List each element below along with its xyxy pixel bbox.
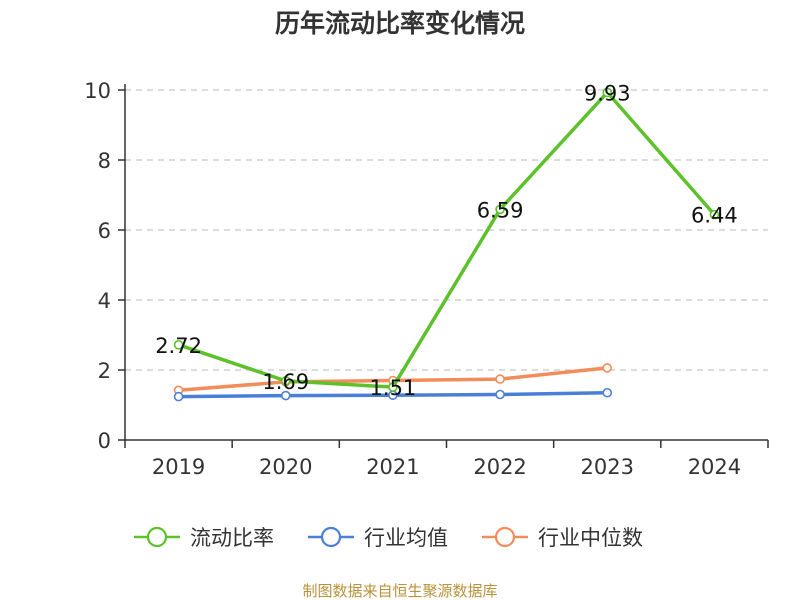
- series-1: [173, 387, 613, 402]
- data-point-2-2022: [495, 374, 505, 384]
- data-point-1-2019: [173, 391, 184, 402]
- data-label-2022: 6.59: [477, 198, 524, 222]
- legend-item-0: 流动比率: [134, 526, 274, 550]
- legend-marker-2: [494, 526, 516, 548]
- data-label-2021: 1.51: [370, 376, 417, 400]
- data-label-2020: 1.69: [262, 370, 309, 394]
- y-tick-label-6: 6: [98, 219, 111, 243]
- y-tick-label-8: 8: [98, 149, 111, 173]
- series-0: [173, 87, 720, 392]
- y-axis-tick-labels: 0 2 4 6 8 10: [84, 79, 111, 453]
- data-point-0-2023: [602, 87, 613, 98]
- chart-title: 历年流动比率变化情况: [275, 9, 525, 38]
- x-tick-label-2021: 2021: [366, 455, 419, 479]
- data-point-0-2022: [495, 204, 505, 215]
- legend-item-2: 行业中位数: [482, 526, 643, 550]
- data-point-0-2021: [388, 382, 398, 392]
- series-layer: [173, 87, 720, 402]
- legend-marker-1: [320, 526, 342, 548]
- data-point-1-2023: [602, 387, 613, 398]
- data-point-2-2023: [602, 363, 613, 373]
- y-tick-label-0: 0: [98, 429, 111, 453]
- x-axis-tick-labels: 2019 2020 2021 2022 2023 2024: [152, 455, 741, 479]
- data-point-0-2019: [173, 339, 184, 350]
- grid-lines: [125, 89, 768, 371]
- x-tick-label-2019: 2019: [152, 455, 205, 479]
- x-tick-label-2020: 2020: [259, 455, 312, 479]
- data-label-2019: 2.72: [155, 334, 202, 358]
- y-tick-label-2: 2: [98, 359, 111, 383]
- x-tick-label-2024: 2024: [688, 455, 741, 479]
- data-point-0-2020: [280, 376, 291, 386]
- y-tick-label-10: 10: [84, 79, 111, 103]
- legend-marker-0: [146, 526, 168, 548]
- source-note: 制图数据来自恒生聚源数据库: [302, 582, 497, 600]
- axes: [118, 84, 769, 448]
- data-point-0-2024: [709, 209, 720, 220]
- data-point-1-2020: [280, 390, 291, 401]
- data-label-2024: 6.44: [691, 204, 738, 228]
- legend-item-1: 行业均值: [308, 526, 448, 550]
- legend-label-0: 流动比率: [190, 526, 274, 550]
- data-labels: 2.72 1.69 1.51 6.59 9.93 6.44: [155, 81, 738, 400]
- data-label-2023: 9.93: [584, 81, 631, 105]
- legend-label-2: 行业中位数: [538, 526, 643, 550]
- legend-label-1: 行业均值: [364, 526, 448, 550]
- data-point-1-2022: [495, 389, 505, 400]
- legend: 流动比率 行业均值 行业中位数: [134, 526, 643, 550]
- series-line-0: [176, 90, 717, 389]
- y-tick-label-4: 4: [98, 289, 111, 313]
- x-tick-label-2022: 2022: [473, 455, 526, 479]
- x-tick-label-2023: 2023: [581, 455, 634, 479]
